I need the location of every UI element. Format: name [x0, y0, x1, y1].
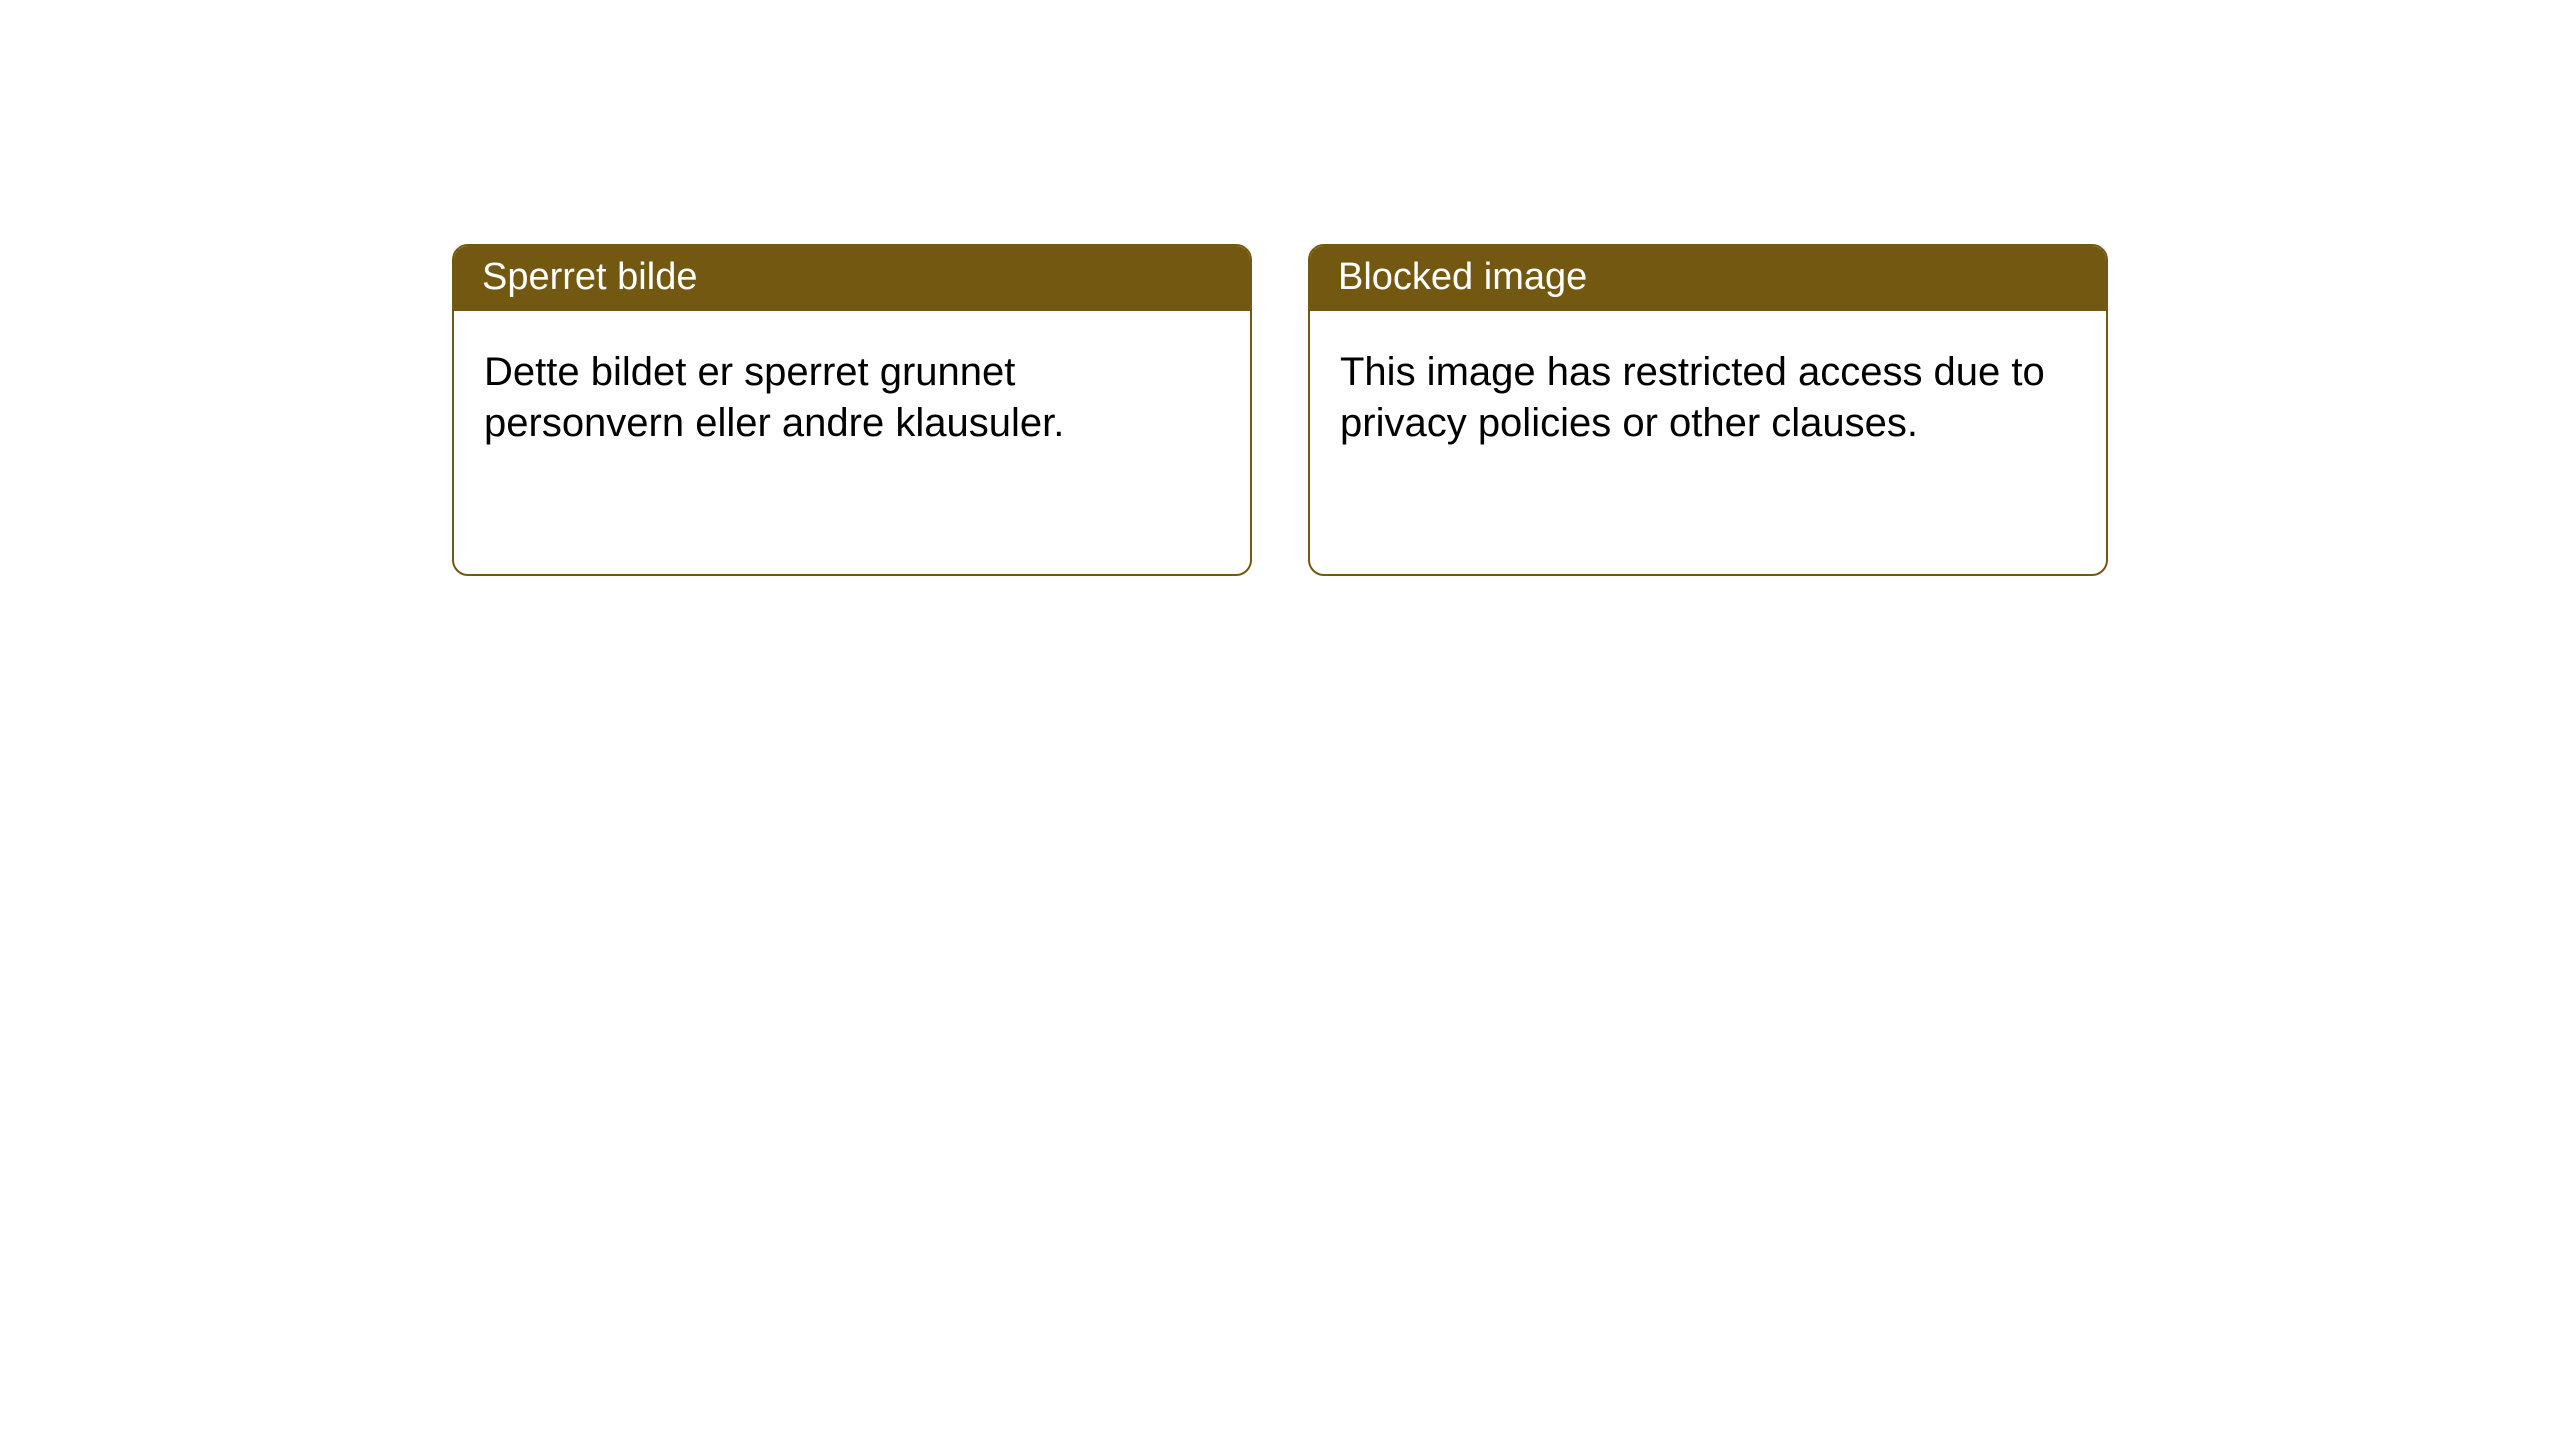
card-title-english: Blocked image: [1310, 246, 2106, 311]
card-title-norwegian: Sperret bilde: [454, 246, 1250, 311]
blocked-image-card-english: Blocked image This image has restricted …: [1308, 244, 2108, 576]
card-body-english: This image has restricted access due to …: [1310, 311, 2106, 478]
blocked-image-card-norwegian: Sperret bilde Dette bildet er sperret gr…: [452, 244, 1252, 576]
card-body-norwegian: Dette bildet er sperret grunnet personve…: [454, 311, 1250, 478]
notice-container: Sperret bilde Dette bildet er sperret gr…: [0, 0, 2560, 576]
